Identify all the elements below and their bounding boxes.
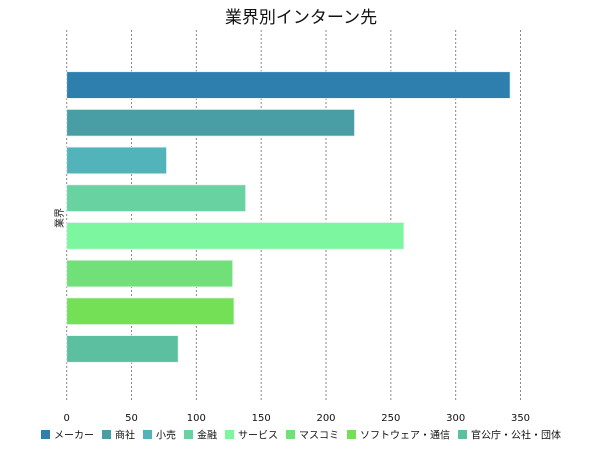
x-tick-label: 200 [316,413,335,424]
legend-swatch [286,430,295,439]
x-tick-label: 50 [125,413,138,424]
x-tick-label: 150 [252,413,271,424]
legend-swatch [184,430,193,439]
bar[interactable] [66,184,247,212]
x-tick-label: 300 [446,413,465,424]
bar[interactable] [66,146,167,175]
legend-label: サービス [238,430,278,442]
bar[interactable] [66,222,405,250]
bar[interactable] [66,259,234,288]
legend-item[interactable]: メーカー [41,430,94,442]
legend-item[interactable]: 小売 [143,429,176,442]
legend-label: メーカー [54,430,94,442]
legend-swatch [102,430,111,439]
bar[interactable] [66,297,235,325]
legend-swatch [458,430,467,439]
legend-swatch [41,430,50,439]
legend-swatch [225,430,234,439]
x-tick-label: 350 [511,413,530,424]
legend-label: 官公庁・公社・団体 [471,429,561,442]
x-tick-label: 0 [64,413,70,424]
legend-label: 金融 [197,429,217,442]
x-tick-label: 100 [187,413,206,424]
bar[interactable] [66,71,511,99]
legend-item[interactable]: 商社 [102,429,135,442]
legend-item[interactable]: マスコミ [286,430,339,442]
legend-item[interactable]: 官公庁・公社・団体 [458,429,561,442]
legend-swatch [347,430,356,439]
chart-title: 業界別インターン先 [225,8,377,28]
legend-label: 商社 [115,429,135,442]
legend-item[interactable]: ソフトウェア・通信 [347,430,450,442]
legend-swatch [143,430,152,439]
x-tick-label: 250 [381,413,400,424]
legend-label: 小売 [156,429,176,442]
bar[interactable] [66,335,179,363]
bar[interactable] [66,109,355,137]
legend-item[interactable]: サービス [225,430,278,442]
legend-label: マスコミ [299,431,339,442]
legend-label: ソフトウェア・通信 [360,430,450,442]
y-axis-label: 業界 [53,208,66,228]
legend-item[interactable]: 金融 [184,429,217,442]
